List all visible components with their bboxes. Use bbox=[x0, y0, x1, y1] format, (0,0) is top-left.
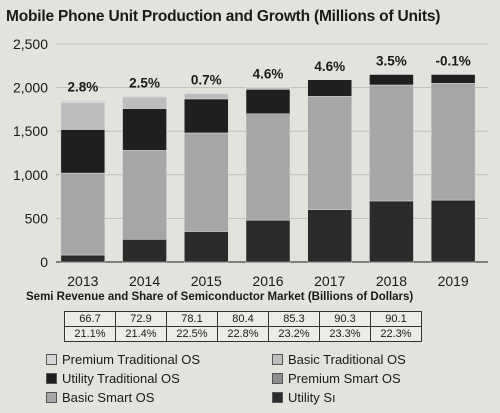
bar-segment bbox=[245, 219, 291, 263]
legend-item-utility-smart: Utility Sı bbox=[272, 390, 336, 405]
legend-label: Premium Smart OS bbox=[288, 371, 401, 386]
bar-segment bbox=[369, 200, 414, 263]
legend-item-basic-smart: Basic Smart OS bbox=[46, 390, 154, 405]
bar-segment bbox=[122, 150, 167, 240]
bar-segment bbox=[184, 231, 229, 263]
table-cell: 78.1 bbox=[166, 311, 218, 327]
bar-segment bbox=[430, 199, 476, 263]
bar-segment bbox=[430, 82, 476, 201]
table-cell: 85.3 bbox=[268, 311, 320, 327]
y-tick-label: 0 bbox=[40, 254, 48, 270]
growth-label: -0.1% bbox=[436, 54, 471, 69]
table-cell: 23.3% bbox=[319, 326, 371, 342]
bar-segment bbox=[60, 100, 106, 103]
bar-segment bbox=[307, 96, 352, 210]
legend-swatch bbox=[272, 354, 283, 365]
bar-segment bbox=[122, 108, 167, 151]
bar-segment bbox=[122, 239, 167, 263]
semi-revenue-table: 66.7 72.9 78.1 80.4 85.3 90.3 90.1 21.1%… bbox=[64, 311, 422, 342]
bar-segment bbox=[60, 129, 106, 174]
legend-swatch bbox=[272, 392, 283, 403]
legend-label: Basic Traditional OS bbox=[288, 352, 406, 367]
table-cell: 22.3% bbox=[370, 326, 422, 342]
growth-label: 2.5% bbox=[129, 75, 160, 90]
share-row: 21.1% 21.4% 22.5% 22.8% 23.2% 23.3% 22.3… bbox=[64, 326, 422, 342]
table-caption: Semi Revenue and Share of Semiconductor … bbox=[26, 291, 414, 303]
table-cell: 23.2% bbox=[268, 326, 320, 342]
bar-segment bbox=[122, 96, 167, 109]
bar-segment bbox=[122, 96, 167, 98]
legend-label: Utility Traditional OS bbox=[62, 371, 180, 386]
table-cell: 80.4 bbox=[217, 311, 269, 327]
table-cell: 22.5% bbox=[166, 326, 218, 342]
legend-item-premium-traditional: Premium Traditional OS bbox=[46, 352, 200, 367]
x-tick-label: 2017 bbox=[314, 273, 345, 289]
y-tick-label: 1,000 bbox=[13, 167, 48, 183]
y-tick-label: 2,000 bbox=[13, 80, 48, 96]
legend-item-premium-smart: Premium Smart OS bbox=[272, 371, 401, 386]
legend-item-basic-traditional: Basic Traditional OS bbox=[272, 352, 406, 367]
legend-label: Utility Sı bbox=[288, 390, 336, 405]
bar-segment bbox=[307, 209, 352, 263]
bar-segment bbox=[307, 79, 352, 97]
x-tick-label: 2019 bbox=[438, 273, 469, 289]
growth-label: 4.6% bbox=[314, 59, 345, 74]
bar-segment bbox=[60, 254, 106, 263]
bar-segment bbox=[245, 87, 291, 90]
legend-swatch bbox=[46, 392, 57, 403]
x-tick-label: 2018 bbox=[376, 273, 407, 289]
bar-segment bbox=[369, 74, 414, 86]
y-tick-label: 1,500 bbox=[13, 123, 48, 139]
legend-label: Basic Smart OS bbox=[62, 390, 155, 405]
bar-segment bbox=[60, 102, 106, 130]
x-tick-label: 2016 bbox=[252, 273, 283, 289]
bar-segment bbox=[60, 172, 106, 256]
bar-segment bbox=[245, 113, 291, 221]
table-cell: 21.4% bbox=[115, 326, 167, 342]
bar-segment bbox=[184, 132, 229, 232]
legend-swatch bbox=[46, 354, 57, 365]
bar-chart: 0 500 1,000 1,500 2,000 2,500 2.8% 2013 2.5% 2014… bbox=[13, 36, 488, 289]
bar-segment bbox=[369, 84, 414, 202]
table-cell: 90.3 bbox=[319, 311, 371, 327]
legend-item-utility-traditional: Utility Traditional OS bbox=[46, 371, 180, 386]
table-cell: 72.9 bbox=[115, 311, 167, 327]
growth-label: 0.7% bbox=[191, 72, 222, 87]
table-cell: 21.1% bbox=[64, 326, 116, 342]
table-cell: 22.8% bbox=[217, 326, 269, 342]
chart-title: Mobile Phone Unit Production and Growth … bbox=[6, 8, 441, 25]
growth-label: 3.5% bbox=[376, 54, 407, 69]
x-tick-label: 2015 bbox=[191, 273, 222, 289]
growth-label: 2.8% bbox=[67, 80, 98, 95]
bar-segment bbox=[245, 89, 291, 115]
x-tick-label: 2014 bbox=[129, 273, 160, 289]
growth-label: 4.6% bbox=[253, 67, 284, 82]
bar-segment bbox=[184, 93, 229, 100]
legend: Premium Traditional OS Basic Traditional… bbox=[46, 352, 486, 412]
legend-swatch bbox=[46, 373, 57, 384]
x-tick-label: 2013 bbox=[67, 273, 98, 289]
table-cell: 90.1 bbox=[370, 311, 422, 327]
revenue-row: 66.7 72.9 78.1 80.4 85.3 90.3 90.1 bbox=[64, 311, 422, 327]
y-tick-label: 2,500 bbox=[13, 36, 48, 52]
bar-segment bbox=[184, 98, 229, 134]
bar-segment bbox=[430, 74, 476, 84]
table-cell: 66.7 bbox=[64, 311, 116, 327]
y-tick-label: 500 bbox=[25, 210, 49, 226]
legend-label: Premium Traditional OS bbox=[62, 352, 200, 367]
legend-swatch bbox=[272, 373, 283, 384]
